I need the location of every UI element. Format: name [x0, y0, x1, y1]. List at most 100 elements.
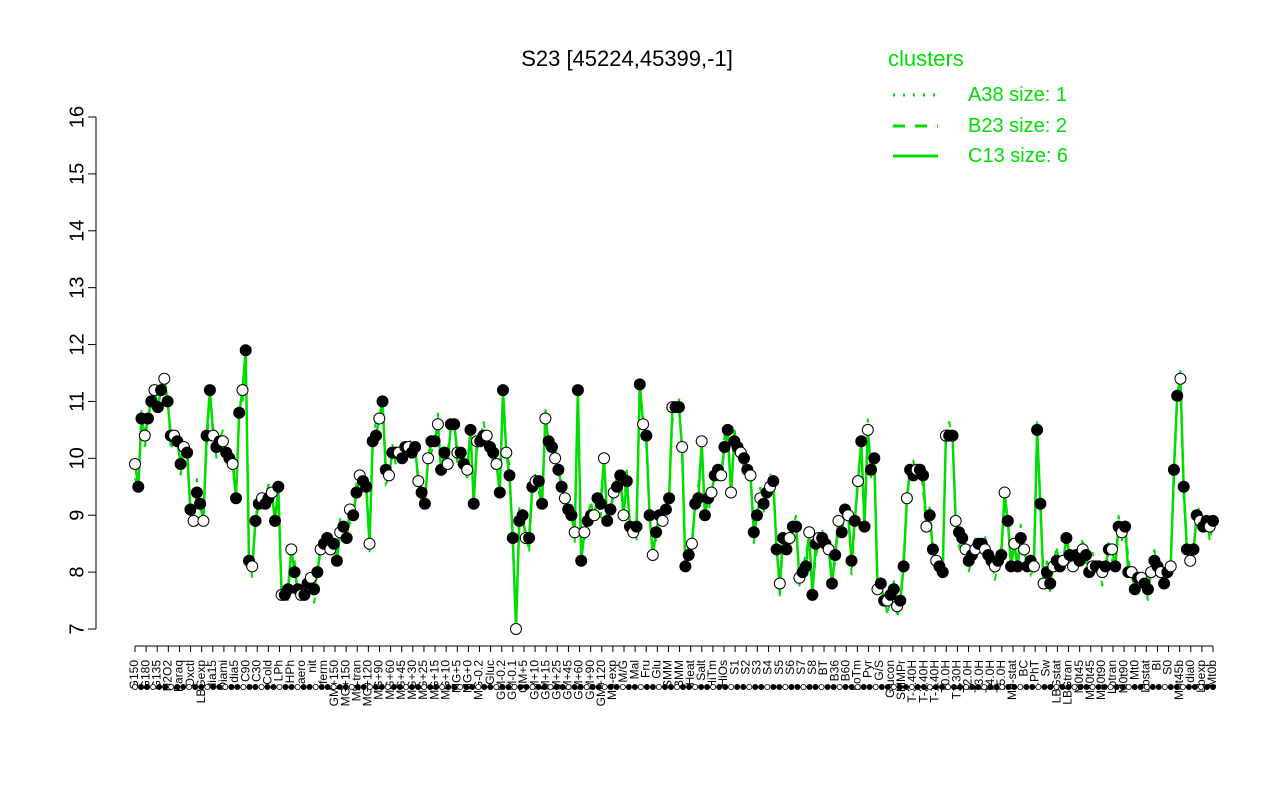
x-tick-label: aero	[294, 660, 308, 684]
legend-label-c13: C13 size: 6	[968, 145, 1068, 167]
y-tick-label: 10	[66, 447, 88, 469]
x-tick-label: LBGexp	[194, 660, 208, 704]
x-rug-marker	[1083, 684, 1090, 691]
x-rug-marker	[469, 684, 476, 691]
x-rug-marker	[378, 684, 385, 691]
x-rug-marker	[674, 684, 681, 691]
chart-title: S23 [45224,45399,-1]	[521, 46, 733, 71]
x-tick-label: B36	[827, 660, 841, 682]
data-point	[1128, 583, 1141, 596]
data-point	[203, 384, 216, 397]
data-point	[998, 486, 1011, 499]
data-point	[852, 475, 864, 488]
x-tick-label: LPh	[272, 660, 286, 681]
data-point	[506, 532, 519, 544]
x-rug-marker	[463, 684, 470, 691]
data-point	[705, 486, 718, 499]
x-rug-marker	[529, 684, 536, 691]
data-point	[865, 463, 877, 476]
x-rug-marker	[505, 684, 512, 691]
x-rug-marker	[854, 684, 861, 691]
data-point	[441, 458, 454, 470]
x-rug-marker	[252, 684, 259, 691]
x-rug-marker	[914, 684, 921, 691]
data-point	[340, 532, 353, 544]
x-rug-marker	[818, 684, 825, 691]
x-rug-marker	[330, 684, 337, 691]
data-point	[601, 514, 614, 527]
x-rug-marker	[1161, 684, 1168, 691]
data-point	[698, 509, 711, 522]
x-rug-marker	[276, 684, 283, 691]
x-rug-marker	[933, 684, 940, 691]
x-rug-marker	[595, 684, 602, 691]
data-point	[285, 543, 298, 556]
data-point	[438, 446, 451, 459]
data-point	[1174, 372, 1187, 385]
x-rug-marker	[577, 684, 584, 691]
x-tick-label: LBGtran	[1061, 660, 1075, 705]
data-point	[858, 520, 871, 533]
x-rug-marker	[884, 684, 891, 691]
data-point	[682, 549, 695, 561]
x-tick-label: M9-tran	[349, 660, 363, 701]
x-tick-label: dia15	[205, 660, 219, 690]
x-tick-label: T-1.40H	[927, 660, 941, 703]
x-rug-marker	[607, 684, 614, 691]
data-point	[239, 344, 252, 357]
legend: clusters A38 size: 1 B23 size: 2 C13 siz…	[888, 46, 1068, 167]
data-point	[633, 378, 646, 391]
data-point	[500, 446, 513, 459]
x-rug-marker	[258, 684, 265, 691]
data-point	[663, 492, 676, 505]
x-tick-label: M9-exp	[605, 660, 619, 700]
x-tick-label: T4.0H	[983, 660, 997, 693]
data-point	[630, 520, 643, 533]
data-point	[1164, 560, 1177, 573]
x-rug-marker	[655, 684, 662, 691]
data-point	[1141, 583, 1154, 596]
x-tick-label: BC	[1016, 660, 1030, 677]
data-point	[1119, 520, 1132, 533]
data-point	[350, 486, 363, 499]
x-rug-marker	[427, 684, 434, 691]
data-point	[516, 509, 529, 522]
x-rug-marker	[722, 684, 729, 691]
data-point	[448, 418, 461, 431]
data-point	[679, 560, 692, 573]
data-point	[467, 497, 480, 510]
data-points	[129, 344, 1219, 635]
data-point	[555, 480, 568, 493]
x-rug-marker	[824, 684, 831, 691]
data-point	[744, 469, 757, 482]
x-rug-marker	[1065, 684, 1072, 691]
data-point	[151, 401, 164, 414]
data-point	[311, 566, 324, 579]
x-rug-marker	[451, 684, 458, 691]
data-point	[861, 423, 874, 436]
x-tick-label: Heat	[683, 659, 697, 685]
x-rug-marker	[1017, 684, 1024, 691]
data-point	[783, 532, 796, 544]
x-rug-marker	[1101, 684, 1108, 691]
data-point	[594, 497, 607, 510]
x-rug-marker	[890, 684, 897, 691]
x-rug-marker	[619, 684, 626, 691]
x-rug-marker	[860, 684, 867, 691]
x-tick-label: Diami	[216, 660, 230, 691]
x-rug-marker	[776, 684, 783, 691]
data-point	[923, 509, 936, 522]
x-rug-marker	[150, 684, 157, 691]
data-point	[780, 543, 793, 556]
data-point	[337, 520, 350, 533]
x-rug-marker	[228, 684, 235, 691]
x-rug-marker	[1113, 684, 1120, 691]
x-rug-marker	[1077, 684, 1084, 691]
data-point	[718, 441, 731, 453]
x-rug-marker	[836, 684, 843, 691]
x-tick-label: MG+45	[394, 660, 408, 700]
x-rug-marker	[306, 684, 313, 691]
data-point	[138, 429, 151, 442]
y-tick-label: 15	[66, 163, 88, 185]
x-tick-label: HiOs	[716, 660, 730, 687]
